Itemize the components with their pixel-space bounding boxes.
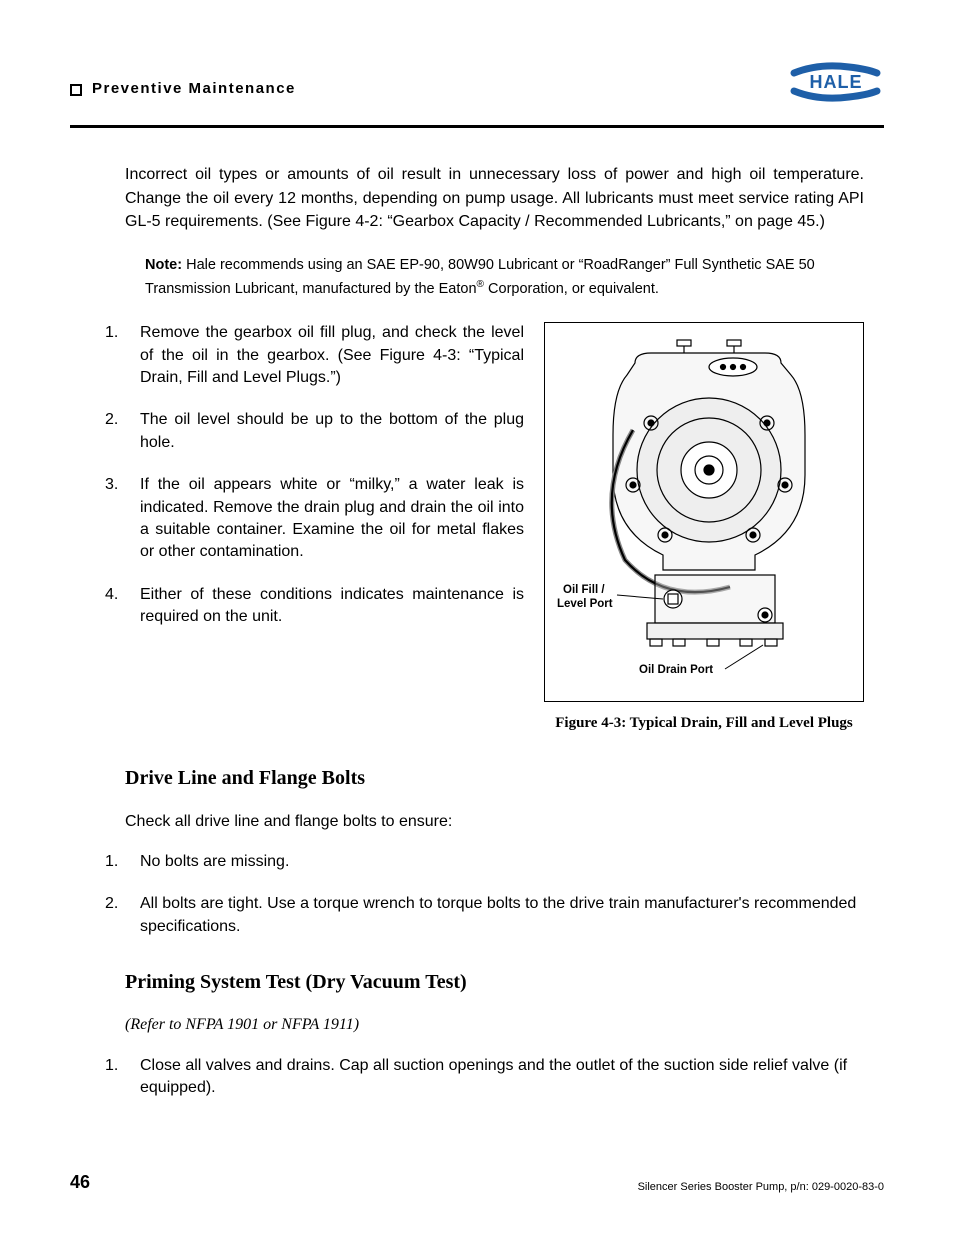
list-item: All bolts are tight. Use a torque wrench… bbox=[105, 893, 864, 938]
note-text-1: Hale recommends using an SAE EP-90, 80W9… bbox=[145, 257, 815, 297]
drive-line-intro: Check all drive line and flange bolts to… bbox=[125, 810, 864, 833]
hale-logo: HALE bbox=[789, 55, 884, 112]
priming-heading: Priming System Test (Dry Vacuum Test) bbox=[125, 968, 864, 996]
footer-doc-info: Silencer Series Booster Pump, p/n: 029-0… bbox=[638, 1180, 884, 1195]
drive-line-heading-row: Drive Line and Flange Bolts bbox=[105, 754, 864, 810]
page-content: Incorrect oil types or amounts of oil re… bbox=[70, 163, 884, 1099]
note-text-2: Corporation, or equivalent. bbox=[484, 281, 659, 297]
registered-symbol: ® bbox=[477, 279, 484, 290]
figure-4-3: Oil Fill / Level Port Oil Drain Port bbox=[544, 322, 864, 702]
header-title-text: Preventive Maintenance bbox=[92, 78, 296, 99]
figure-caption: Figure 4-3: Typical Drain, Fill and Leve… bbox=[544, 714, 864, 734]
gearbox-section: Remove the gearbox oil fill plug, and ch… bbox=[105, 322, 864, 734]
checkbox-icon bbox=[70, 84, 82, 96]
list-item: The oil level should be up to the bottom… bbox=[105, 409, 524, 454]
priming-steps-list: Close all valves and drains. Cap all suc… bbox=[105, 1055, 864, 1100]
drive-line-heading: Drive Line and Flange Bolts bbox=[125, 764, 365, 792]
list-item: Either of these conditions indicates mai… bbox=[105, 584, 524, 629]
gearbox-steps-list: Remove the gearbox oil fill plug, and ch… bbox=[105, 322, 524, 628]
figure-label-level: Level Port bbox=[557, 598, 613, 610]
header-section-title: Preventive Maintenance bbox=[70, 78, 296, 99]
list-item: No bolts are missing. bbox=[105, 851, 864, 873]
drive-line-steps-list: No bolts are missing. All bolts are tigh… bbox=[105, 851, 864, 938]
svg-text:HALE: HALE bbox=[810, 72, 863, 92]
figure-column: Oil Fill / Level Port Oil Drain Port Fig… bbox=[544, 322, 864, 734]
page-footer: 46 Silencer Series Booster Pump, p/n: 02… bbox=[70, 1170, 884, 1195]
page-number: 46 bbox=[70, 1170, 90, 1195]
intro-paragraph: Incorrect oil types or amounts of oil re… bbox=[125, 163, 864, 233]
note-label: Note: bbox=[145, 257, 182, 273]
page-header: Preventive Maintenance HALE bbox=[70, 60, 884, 128]
list-item: Remove the gearbox oil fill plug, and ch… bbox=[105, 322, 524, 389]
figure-label-fill: Oil Fill / bbox=[563, 584, 605, 596]
list-item: Close all valves and drains. Cap all suc… bbox=[105, 1055, 864, 1100]
list-item: If the oil appears white or “milky,” a w… bbox=[105, 474, 524, 564]
note-block: Note: Hale recommends using an SAE EP-90… bbox=[145, 255, 824, 300]
gearbox-steps-column: Remove the gearbox oil fill plug, and ch… bbox=[105, 322, 524, 734]
figure-label-drain: Oil Drain Port bbox=[639, 664, 713, 676]
priming-subtitle: (Refer to NFPA 1901 or NFPA 1911) bbox=[125, 1014, 864, 1036]
